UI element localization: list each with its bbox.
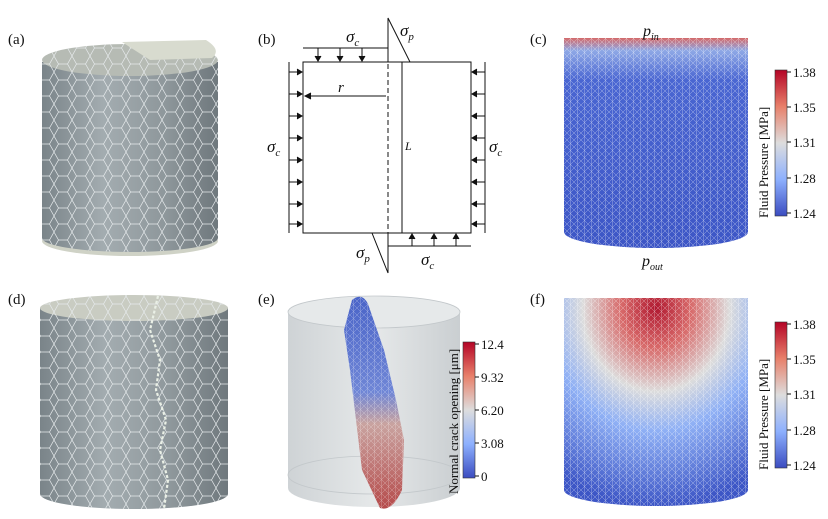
panel-b-bottom-arrows (408, 233, 460, 246)
panel-b-specimen (302, 61, 472, 234)
panel-d-label: (d) (8, 292, 26, 308)
panel-e-colorbar (462, 341, 476, 479)
svg-text:1.38: 1.38 (793, 65, 816, 80)
panel-f: (f) 1.38 1.35 1.31 1.28 1.24 Fluid Press… (530, 292, 816, 506)
panel-b: (b) (258, 17, 502, 274)
svg-text:1.35: 1.35 (793, 352, 816, 367)
svg-text:σp: σp (400, 21, 414, 43)
svg-text:6.20: 6.20 (481, 403, 504, 418)
panel-e: (e) 12.4 9.32 6.20 3.08 0 Normal crack o… (258, 292, 504, 509)
svg-text:1.35: 1.35 (793, 100, 816, 115)
panel-f-label: (f) (530, 292, 545, 308)
panel-c-label: (c) (530, 32, 547, 48)
svg-text:1.38: 1.38 (793, 317, 816, 332)
panel-b-r-label: r (338, 80, 344, 96)
panel-b-L-label: L (404, 139, 412, 153)
svg-text:3.08: 3.08 (481, 436, 504, 451)
panel-f-colorbar-title: Fluid Pressure [MPa] (756, 359, 771, 470)
panel-b-label: (b) (258, 32, 276, 48)
panel-c-pout-label: pout (641, 253, 663, 273)
svg-text:1.28: 1.28 (793, 423, 816, 438)
panel-b-left-arrows (289, 68, 303, 228)
panel-f-colorbar (774, 321, 788, 469)
panel-c-colorbar-title: Fluid Pressure [MPa] (756, 107, 771, 218)
panel-d-fracture (148, 295, 170, 510)
panel-b-bottom-pressure-triangle (371, 232, 389, 274)
panel-c-colorbar-ticks: 1.38 1.35 1.31 1.28 1.24 (787, 65, 816, 221)
svg-text:1.24: 1.24 (793, 206, 816, 221)
panel-b-top-pressure-triangle (387, 17, 411, 63)
svg-text:σc: σc (267, 137, 280, 159)
panel-d-grain-mesh (40, 308, 228, 509)
svg-text:σc: σc (346, 27, 359, 49)
svg-text:12.4: 12.4 (481, 337, 504, 352)
panel-e-colorbar-title: Normal crack opening [μm] (446, 349, 461, 494)
svg-text:σp: σp (356, 243, 370, 265)
svg-text:σc: σc (421, 250, 434, 272)
svg-text:1.24: 1.24 (793, 458, 816, 473)
svg-text:σc: σc (489, 137, 502, 159)
panel-c-colorbar (774, 69, 788, 217)
panel-e-label: (e) (258, 292, 275, 308)
panel-a: (a) (8, 32, 218, 256)
panel-a-top-cap (122, 40, 216, 60)
panel-e-colorbar-ticks: 12.4 9.32 6.20 3.08 0 (475, 337, 504, 484)
panel-a-grain-mesh (42, 62, 218, 252)
svg-text:1.31: 1.31 (793, 135, 816, 150)
svg-text:1.28: 1.28 (793, 171, 816, 186)
panel-a-label: (a) (8, 32, 25, 48)
panel-b-top-arrows (314, 48, 366, 62)
panel-c-pin-label: pin (642, 23, 659, 43)
svg-text:9.32: 9.32 (481, 370, 504, 385)
panel-c: (c) pin pout 1.38 1.35 1.31 1.28 1.24 Fl… (530, 23, 816, 273)
panel-f-colorbar-ticks: 1.38 1.35 1.31 1.28 1.24 (787, 317, 816, 473)
panel-b-right-arrows (471, 68, 485, 228)
panel-d: (d) (8, 292, 228, 510)
svg-text:0: 0 (481, 469, 488, 484)
svg-text:1.31: 1.31 (793, 387, 816, 402)
